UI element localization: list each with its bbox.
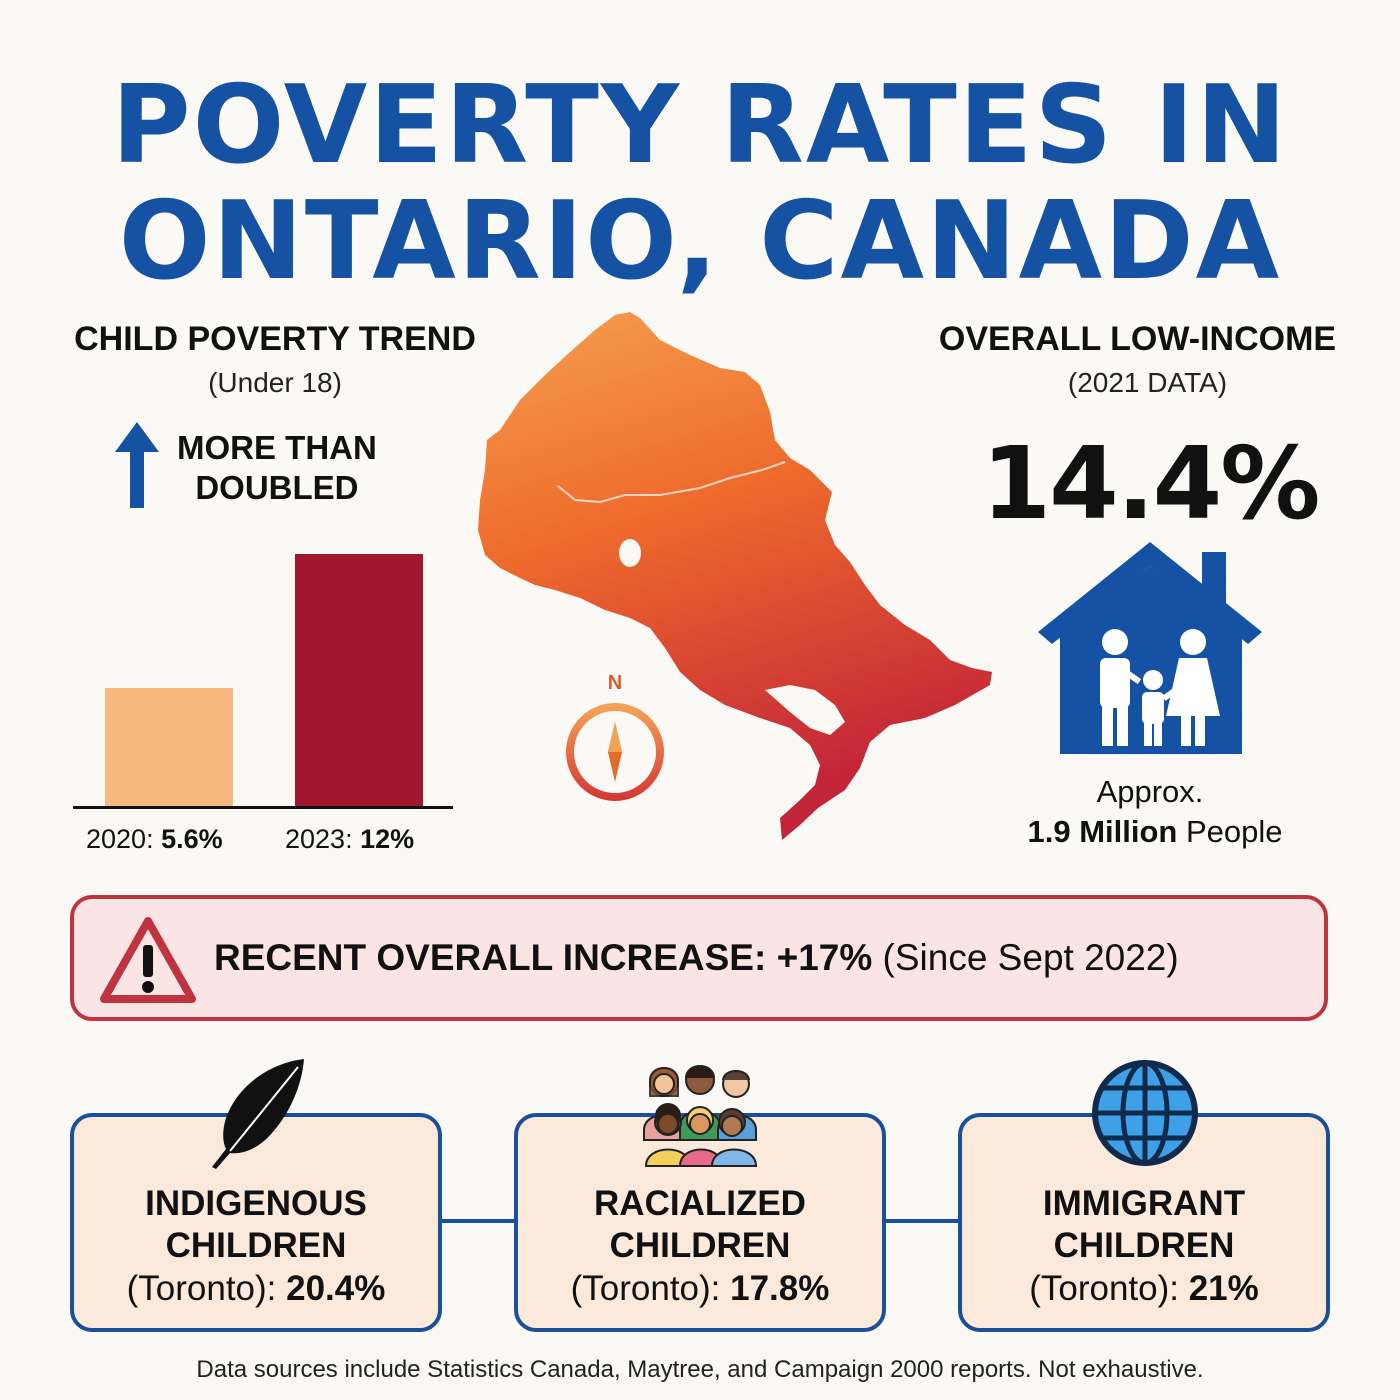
trend-text: MORE THAN DOUBLED [177,428,377,508]
region-boundary [557,461,786,504]
up-arrow-icon [115,422,159,508]
alert-text: RECENT OVERALL INCREASE: +17% (Since Sep… [214,937,1179,979]
approx-label: Approx. [1096,774,1204,809]
trend-indicator: MORE THAN DOUBLED [115,420,435,515]
card-title-line-1: IMMIGRANT [1042,1184,1246,1223]
page-title-line-2: ONTARIO, CANADA [118,179,1282,304]
low-income-subheading: (2021 DATA) [1067,367,1228,398]
ontario-map [478,312,992,840]
trend-line-1: MORE THAN [177,429,377,466]
indigenous-children-card: INDIGENOUS CHILDREN (Toronto): 20.4% [70,1113,442,1332]
card-stat: (Toronto): 21% [962,1267,1326,1311]
card-connector [440,1219,516,1223]
compass-north-label: N [607,672,623,694]
lake-nipigon [619,539,641,567]
family-house-icon [1038,542,1262,754]
approx-count: 1.9 Million People [960,814,1350,850]
data-sources-footer: Data sources include Statistics Canada, … [196,1356,1204,1383]
card-title-line-1: INDIGENOUS [145,1184,367,1223]
alert-label: RECENT OVERALL INCREASE: +17% [214,937,873,978]
bar-2020 [105,688,233,806]
ontario-shape [478,312,992,840]
card-title-line-1: RACIALIZED [594,1184,806,1223]
child-poverty-bar-chart [73,540,453,806]
card-place: (Toronto): [570,1269,731,1308]
approx-count-suffix: People [1177,814,1283,849]
card-value: 17.8% [730,1269,830,1308]
card-title-line-2: CHILDREN [609,1226,791,1265]
diverse-people-icon [643,1065,758,1167]
page-title-line-1: POVERTY RATES IN [111,63,1289,188]
card-title-line-2: CHILDREN [1053,1226,1235,1265]
warning-icon [100,917,196,1003]
bar-label-year: 2023: [285,824,353,854]
bar-label-2023: 2023: 12% [285,824,414,855]
card-value: 21% [1188,1269,1259,1308]
child-poverty-heading: CHILD POVERTY TREND [74,320,476,358]
card-value: 20.4% [286,1269,386,1308]
compass-rose: N [560,672,670,806]
card-connector [884,1219,960,1223]
bar-2023 [295,554,423,806]
low-income-percent: 14.4% [981,425,1321,542]
compass-icon [566,703,664,801]
card-stat: (Toronto): 20.4% [74,1267,438,1311]
child-poverty-subheading: (Under 18) [208,367,342,398]
low-income-heading: OVERALL LOW-INCOME [938,320,1337,358]
chart-baseline [73,806,453,809]
card-place: (Toronto): [1029,1269,1189,1308]
card-place: (Toronto): [126,1269,287,1308]
card-title-line-2: CHILDREN [165,1226,347,1265]
card-stat: (Toronto): 17.8% [518,1267,882,1311]
georgian-bay [765,685,845,735]
approx-count-value: 1.9 Million [1027,814,1178,849]
trend-line-2: DOUBLED [195,469,359,506]
feather-icon [212,1059,304,1169]
bar-label-value: 5.6% [161,824,223,854]
globe-icon [1092,1060,1198,1166]
bar-label-year: 2020: [86,824,154,854]
bar-label-2020: 2020: 5.6% [86,824,223,855]
bar-label-value: 12% [360,824,415,854]
alert-suffix: (Since Sept 2022) [872,937,1179,978]
recent-increase-alert: RECENT OVERALL INCREASE: +17% (Since Sep… [70,895,1328,1021]
